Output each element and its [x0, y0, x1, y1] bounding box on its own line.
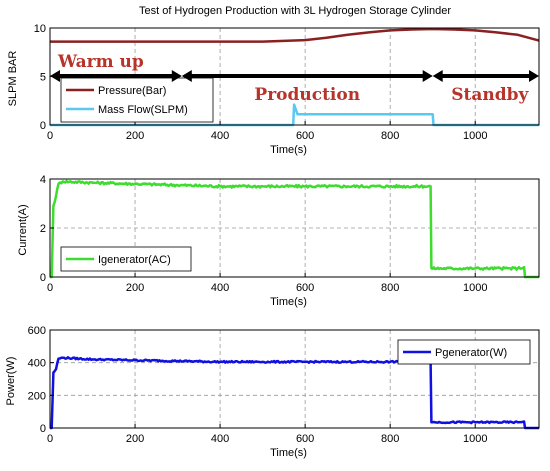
chart-panel-3: 0 200 400 600 800 1000 0 200 400 600 Time(s) Power(… [5, 325, 540, 459]
x-tick-label: 600 [296, 433, 314, 445]
chart-panel-1: 0 200 400 600 800 1000 0 5 10 Time(s) SLPM BAR Pres… [7, 23, 540, 156]
y-axis-label: Current(A) [17, 204, 29, 255]
x-tick-label: 0 [47, 282, 53, 294]
y-tick-label: 0 [40, 423, 46, 435]
phase-label: Production [254, 85, 360, 105]
x-tick-label: 1000 [463, 433, 487, 445]
x-axis-label: Time(s) [270, 447, 307, 459]
x-tick-label: 200 [126, 433, 144, 445]
phase-label: Standby [451, 85, 529, 105]
phase-arrowhead-left [432, 70, 443, 82]
series-line-1 [50, 27, 540, 43]
phase-arrowhead-left [50, 70, 60, 82]
series-line-1 [50, 179, 539, 279]
legend-box [60, 77, 214, 123]
y-tick-label: 400 [28, 358, 46, 370]
phase-label: Warm up [57, 52, 144, 72]
phase-arrowhead-right [529, 70, 539, 82]
legend-label: Pressure(Bar) [98, 85, 166, 97]
y-tick-label: 200 [28, 390, 46, 402]
y-tick-label: 0 [40, 120, 46, 132]
x-tick-label: 0 [47, 130, 53, 142]
series-line-1 [50, 356, 539, 430]
x-tick-label: 800 [381, 130, 399, 142]
x-tick-label: 600 [296, 130, 314, 142]
phase-arrowhead-right [422, 70, 433, 82]
x-tick-label: 400 [211, 282, 229, 294]
x-axis-label: Time(s) [270, 144, 307, 156]
x-tick-label: 400 [211, 433, 229, 445]
y-tick-label: 600 [28, 325, 46, 337]
x-tick-label: 800 [381, 282, 399, 294]
phase-arrowhead-right [171, 70, 182, 82]
x-tick-label: 200 [126, 130, 144, 142]
y-tick-label: 4 [40, 174, 46, 186]
y-tick-label: 0 [40, 272, 46, 284]
y-tick-label: 5 [40, 72, 46, 84]
y-axis-label: SLPM BAR [7, 51, 19, 107]
chart-title: Test of Hydrogen Production with 3L Hydr… [139, 5, 451, 17]
legend-label: Pgenerator(W) [435, 347, 507, 359]
y-tick-label: 2 [40, 223, 46, 235]
x-tick-label: 200 [126, 282, 144, 294]
chart-panel-2: 0 200 400 600 800 1000 0 2 4 Time(s) Current(A) Ige… [17, 174, 540, 308]
x-tick-label: 0 [47, 433, 53, 445]
legend-label: Igenerator(AC) [98, 254, 171, 266]
x-tick-label: 1000 [463, 130, 487, 142]
x-tick-label: 400 [211, 130, 229, 142]
legend-label: Mass Flow(SLPM) [98, 104, 188, 116]
y-tick-label: 10 [34, 23, 46, 35]
y-axis-label: Power(W) [5, 357, 17, 406]
plot-frame [49, 329, 540, 429]
x-tick-label: 600 [296, 282, 314, 294]
x-tick-label: 800 [381, 433, 399, 445]
phase-arrowhead-left [181, 70, 192, 82]
x-tick-label: 1000 [463, 282, 487, 294]
x-axis-label: Time(s) [270, 296, 307, 308]
